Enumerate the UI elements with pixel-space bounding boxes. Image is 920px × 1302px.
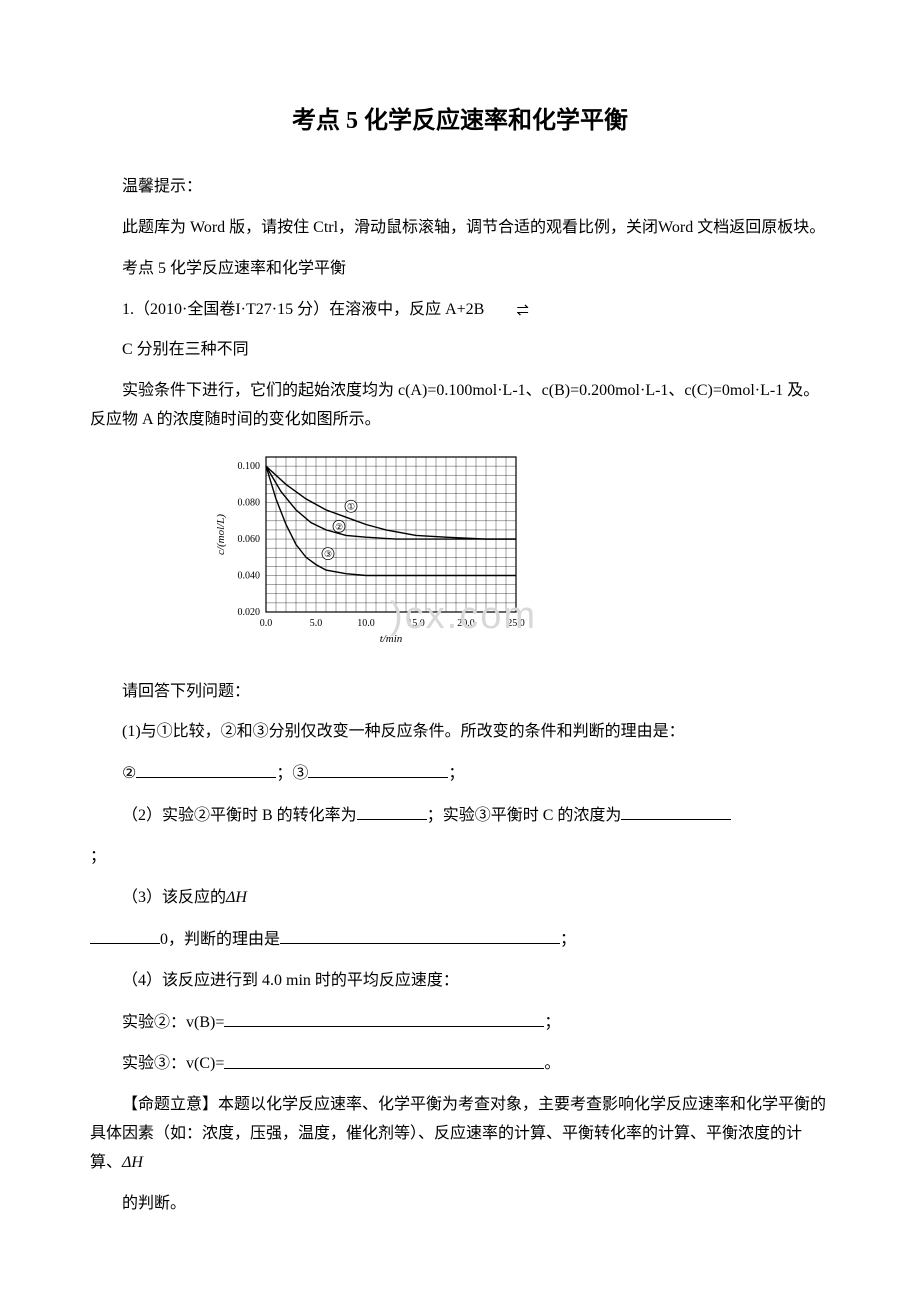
- chart-svg: ①② ③ 0.0 5.0 10.0 15.0 20.0 25.0 0.020 0.040 0.060…: [210, 447, 530, 647]
- svg-text:5.0: 5.0: [310, 618, 323, 629]
- explanation-a: 【命题立意】本题以化学反应速率、化学平衡为考查对象，主要考查影响化学反应速率和化…: [90, 1091, 830, 1177]
- svg-text:0.080: 0.080: [238, 497, 261, 508]
- svg-text:0.060: 0.060: [238, 534, 261, 545]
- p3-end: ；: [560, 931, 576, 948]
- svg-text:③: ③: [324, 549, 332, 559]
- svg-text:②: ②: [335, 522, 343, 532]
- svg-text:①: ①: [347, 502, 355, 512]
- part-4b: 实验②：v(B)= ；: [90, 1008, 830, 1038]
- p4-c: 实验③：v(C)=: [122, 1056, 224, 1073]
- p2-a: （2）实验②平衡时 B 的转化率为: [122, 807, 357, 824]
- q1-text: 1.（2010·全国卷I·T27·15 分）在溶液中，反应 A+2B: [122, 301, 484, 318]
- part-1-fill: ② ；③ ；: [90, 759, 830, 789]
- part-3b: 0，判断的理由是 ；: [90, 925, 830, 955]
- svg-text:0.020: 0.020: [238, 607, 261, 618]
- blank-p4-c: [224, 1049, 544, 1068]
- blank-p2-b: [621, 801, 731, 820]
- question-1-line-3: 实验条件下进行，它们的起始浓度均为 c(A)=0.100mol·L-1、c(B)…: [90, 377, 830, 435]
- blank-p1-2: [136, 759, 276, 778]
- p1-sep: ；③: [276, 765, 308, 782]
- p1-label-2: ②: [122, 765, 136, 782]
- p2-b: ；实验③平衡时 C 的浓度为: [427, 807, 622, 824]
- svg-text:10.0: 10.0: [357, 618, 375, 629]
- blank-p1-3: [308, 759, 448, 778]
- p3-a: （3）该反应的: [122, 889, 226, 906]
- p4-b-end: ；: [544, 1014, 560, 1031]
- svg-text:25.0: 25.0: [507, 618, 525, 629]
- page-title: 考点 5 化学反应速率和化学平衡: [90, 100, 830, 143]
- question-prompt: 请回答下列问题：: [90, 678, 830, 707]
- p3-b: 0，判断的理由是: [160, 931, 280, 948]
- p4-b: 实验②：v(B)=: [122, 1014, 224, 1031]
- svg-text:t/min: t/min: [380, 633, 403, 645]
- svg-text:20.0: 20.0: [457, 618, 475, 629]
- explanation-b: 的判断。: [90, 1190, 830, 1219]
- p4-c-end: 。: [544, 1056, 560, 1073]
- part-4a: （4）该反应进行到 4.0 min 时的平均反应速度：: [90, 967, 830, 996]
- delta-h-1: ΔH: [226, 889, 247, 906]
- expl-a: 【命题立意】本题以化学反应速率、化学平衡为考查对象，主要考查影响化学反应速率和化…: [90, 1096, 826, 1171]
- blank-p4-b: [224, 1008, 544, 1027]
- tip-label: 温馨提示：: [90, 173, 830, 202]
- concentration-chart: ①② ③ 0.0 5.0 10.0 15.0 20.0 25.0 0.020 0.040 0.060…: [210, 447, 830, 658]
- part-4c: 实验③：v(C)= 。: [90, 1049, 830, 1079]
- tip-text: 此题库为 Word 版，请按住 Ctrl，滑动鼠标滚轴，调节合适的观看比例，关闭…: [90, 214, 830, 243]
- svg-text:0.100: 0.100: [238, 461, 261, 472]
- part-2: （2）实验②平衡时 B 的转化率为 ；实验③平衡时 C 的浓度为: [90, 801, 830, 831]
- subtitle: 考点 5 化学反应速率和化学平衡: [90, 255, 830, 284]
- svg-text:c/(mol/L): c/(mol/L): [215, 513, 227, 554]
- part-1-text: (1)与①比较，②和③分别仅改变一种反应条件。所改变的条件和判断的理由是：: [90, 718, 830, 747]
- blank-p3-a: [90, 925, 160, 944]
- part-2-end: ；: [90, 843, 830, 872]
- delta-h-2: ΔH: [122, 1154, 143, 1171]
- blank-p2-a: [357, 801, 427, 820]
- blank-p3-b: [280, 925, 560, 944]
- question-1-line-1: 1.（2010·全国卷I·T27·15 分）在溶液中，反应 A+2B: [90, 296, 830, 325]
- svg-text:0.040: 0.040: [238, 570, 261, 581]
- svg-text:15.0: 15.0: [407, 618, 425, 629]
- part-3a: （3）该反应的ΔH: [90, 884, 830, 913]
- question-1-line-2: C 分别在三种不同: [90, 336, 830, 365]
- svg-text:0.0: 0.0: [260, 618, 273, 629]
- equilibrium-arrow-icon: [484, 305, 529, 316]
- p1-end: ；: [448, 765, 464, 782]
